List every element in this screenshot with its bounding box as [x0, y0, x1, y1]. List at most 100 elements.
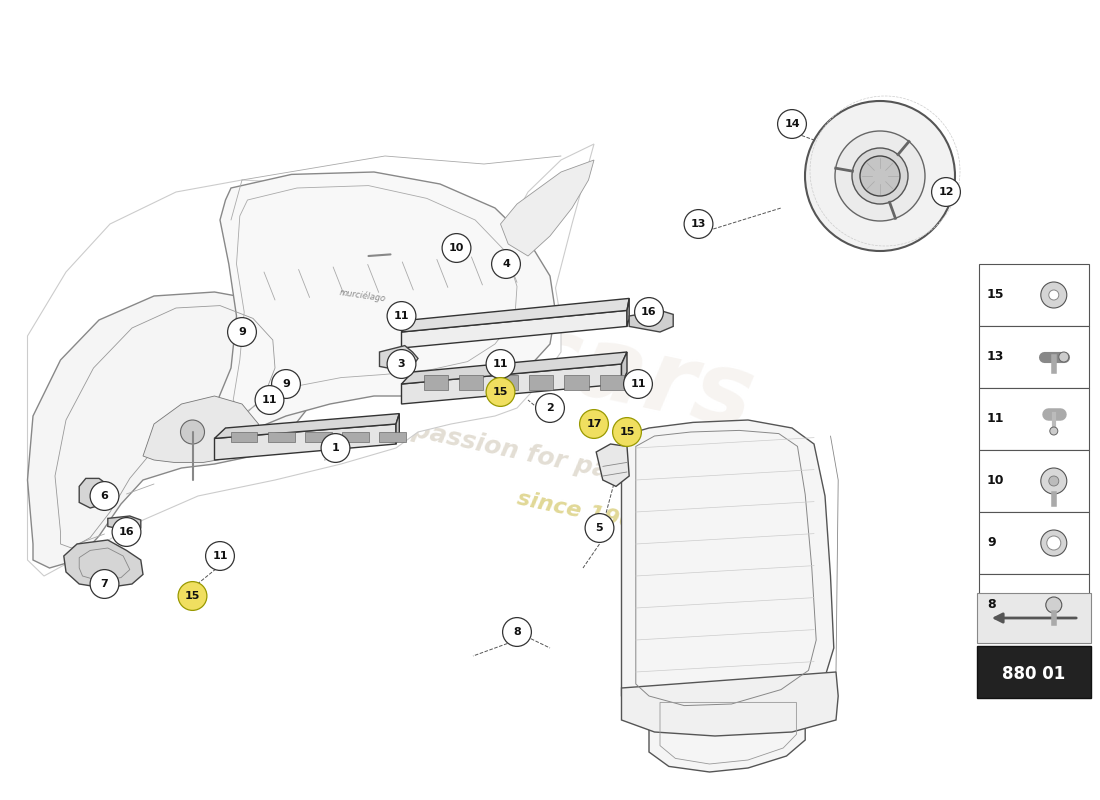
Circle shape	[180, 420, 205, 444]
Circle shape	[805, 101, 955, 251]
Polygon shape	[268, 432, 295, 442]
Polygon shape	[500, 160, 594, 256]
Circle shape	[272, 370, 300, 398]
Text: 10: 10	[449, 243, 464, 253]
Text: murciélago: murciélago	[339, 288, 387, 304]
Circle shape	[387, 302, 416, 330]
Bar	[979, 574, 1089, 636]
Circle shape	[1041, 282, 1067, 308]
Circle shape	[387, 350, 416, 378]
Text: 9: 9	[987, 537, 996, 550]
Polygon shape	[564, 375, 589, 390]
Text: 7: 7	[100, 579, 109, 589]
Circle shape	[90, 482, 119, 510]
Polygon shape	[596, 444, 629, 486]
Bar	[979, 388, 1089, 450]
Polygon shape	[494, 375, 518, 390]
Bar	[977, 593, 1091, 643]
Circle shape	[1041, 468, 1067, 494]
Polygon shape	[204, 172, 556, 448]
Polygon shape	[459, 375, 483, 390]
Circle shape	[178, 582, 207, 610]
Polygon shape	[402, 352, 627, 384]
Circle shape	[585, 514, 614, 542]
Circle shape	[228, 318, 256, 346]
Text: 15: 15	[987, 289, 1004, 302]
Circle shape	[835, 131, 925, 221]
Bar	[977, 646, 1091, 698]
Circle shape	[1059, 352, 1069, 362]
Text: 13: 13	[987, 350, 1004, 363]
Text: since 1965: since 1965	[515, 488, 651, 536]
Text: 1: 1	[331, 443, 340, 453]
Polygon shape	[342, 432, 369, 442]
Polygon shape	[621, 420, 834, 720]
Polygon shape	[28, 144, 594, 576]
Text: 9: 9	[282, 379, 290, 389]
Polygon shape	[379, 432, 406, 442]
Circle shape	[1048, 476, 1059, 486]
Polygon shape	[627, 298, 629, 326]
Text: 3: 3	[398, 359, 405, 369]
Polygon shape	[396, 414, 399, 444]
Text: 11: 11	[394, 311, 409, 321]
Text: 13: 13	[691, 219, 706, 229]
Polygon shape	[108, 516, 141, 531]
Text: 5: 5	[596, 523, 603, 533]
Text: 14: 14	[784, 119, 800, 129]
Circle shape	[1041, 530, 1067, 556]
Text: 11: 11	[987, 413, 1004, 426]
Circle shape	[852, 148, 907, 204]
Circle shape	[486, 350, 515, 378]
Circle shape	[1049, 427, 1058, 435]
Polygon shape	[402, 310, 627, 348]
Text: 2: 2	[546, 403, 554, 413]
Text: 10: 10	[987, 474, 1004, 487]
Polygon shape	[424, 375, 448, 390]
Text: 11: 11	[212, 551, 228, 561]
Circle shape	[442, 234, 471, 262]
Polygon shape	[379, 346, 418, 370]
Polygon shape	[600, 375, 624, 390]
Text: 16: 16	[119, 527, 134, 537]
Circle shape	[613, 418, 641, 446]
Circle shape	[492, 250, 520, 278]
Text: 11: 11	[630, 379, 646, 389]
Polygon shape	[64, 540, 143, 588]
Polygon shape	[214, 424, 396, 460]
Text: 8: 8	[513, 627, 521, 637]
Polygon shape	[214, 414, 399, 438]
Circle shape	[536, 394, 564, 422]
Polygon shape	[231, 432, 257, 442]
Text: 15: 15	[185, 591, 200, 601]
Circle shape	[580, 410, 608, 438]
Bar	[979, 512, 1089, 574]
Circle shape	[486, 378, 515, 406]
Circle shape	[1047, 536, 1060, 550]
Polygon shape	[529, 375, 553, 390]
Text: 12: 12	[938, 187, 954, 197]
Circle shape	[1048, 290, 1059, 300]
Circle shape	[112, 518, 141, 546]
Text: 11: 11	[493, 359, 508, 369]
Circle shape	[684, 210, 713, 238]
Polygon shape	[305, 432, 332, 442]
Polygon shape	[28, 292, 319, 568]
Text: 15: 15	[493, 387, 508, 397]
Text: 8: 8	[987, 598, 996, 611]
Circle shape	[932, 178, 960, 206]
Circle shape	[1046, 597, 1062, 613]
Text: 4: 4	[502, 259, 510, 269]
Circle shape	[778, 110, 806, 138]
Circle shape	[321, 434, 350, 462]
Text: cutcars: cutcars	[338, 270, 762, 450]
Text: 11: 11	[262, 395, 277, 405]
Text: 16: 16	[641, 307, 657, 317]
Text: 15: 15	[619, 427, 635, 437]
Text: 9: 9	[238, 327, 246, 337]
Circle shape	[860, 156, 900, 196]
Text: a passion for parts: a passion for parts	[385, 413, 649, 491]
Bar	[979, 326, 1089, 388]
Bar	[979, 450, 1089, 512]
Polygon shape	[402, 364, 622, 404]
